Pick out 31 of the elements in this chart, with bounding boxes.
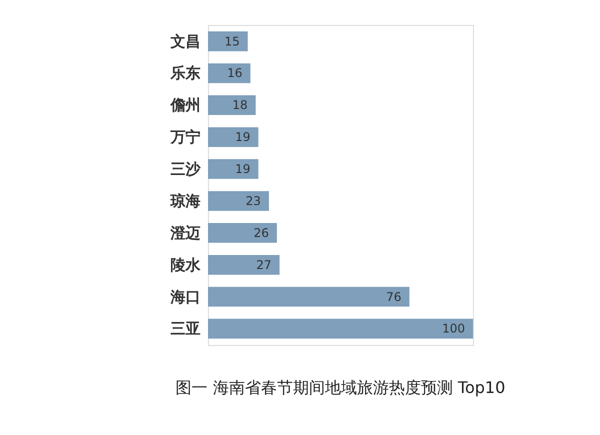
y-tick-label: 乐东 (170, 64, 200, 82)
data-label: 19 (235, 130, 250, 144)
y-tick-label: 海口 (170, 288, 200, 306)
bar (208, 31, 248, 52)
data-label: 26 (254, 226, 269, 240)
y-tick-label: 万宁 (170, 128, 200, 146)
y-tick-label: 儋州 (170, 96, 200, 114)
bar (208, 223, 277, 243)
bar (208, 286, 410, 307)
y-tick-label: 陵水 (170, 256, 202, 274)
bar (208, 254, 280, 275)
y-tick-label: 澄迈 (170, 224, 200, 242)
bar (208, 191, 269, 211)
bar (208, 159, 258, 179)
bar (208, 127, 258, 147)
bar (208, 318, 473, 339)
y-tick-label: 三亚 (170, 320, 200, 338)
data-label: 100 (442, 322, 465, 336)
bar (208, 95, 256, 116)
data-label: 27 (256, 258, 272, 272)
y-tick-label: 文昌 (170, 32, 200, 50)
data-label: 76 (386, 290, 402, 304)
bar (208, 63, 250, 84)
data-label: 23 (246, 194, 261, 208)
data-label: 15 (224, 34, 240, 48)
data-label: 16 (227, 66, 242, 80)
data-label: 18 (232, 98, 248, 112)
y-tick-label: 三沙 (170, 160, 202, 178)
y-tick-label: 琼海 (170, 192, 200, 210)
text: 图一 海南省春节期间地域旅游热度预测 Top10 (176, 378, 506, 397)
data-label: 19 (235, 162, 250, 176)
